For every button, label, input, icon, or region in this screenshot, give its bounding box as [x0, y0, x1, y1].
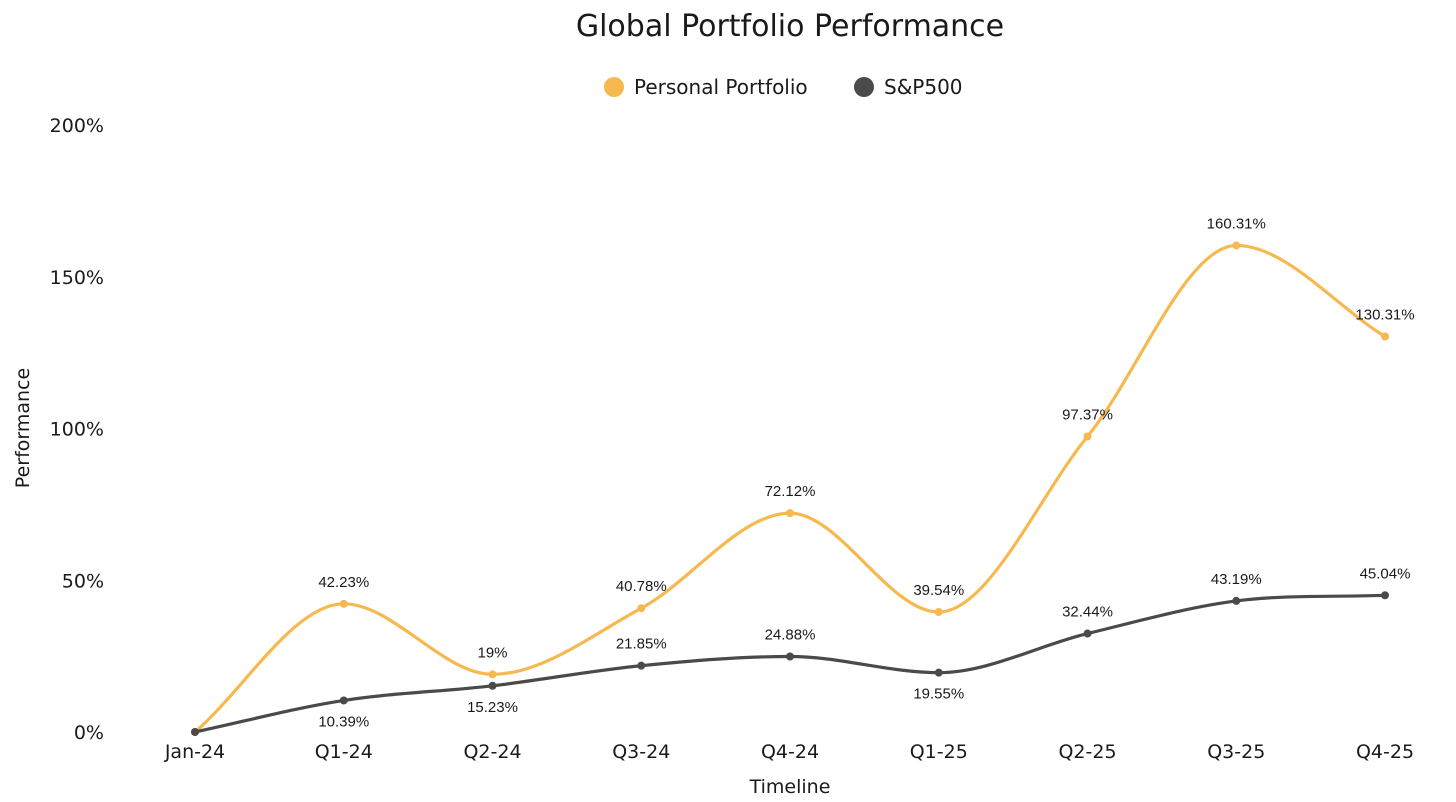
- data-point-personal-portfolio: [786, 509, 794, 518]
- data-point-s-p500: [1381, 591, 1389, 600]
- x-tick-label: Q4-25: [1356, 741, 1414, 763]
- data-label-s-p500: 43.19%: [1211, 571, 1262, 588]
- y-tick-label: 100%: [50, 419, 104, 441]
- data-point-s-p500: [786, 652, 794, 661]
- x-tick-label: Q2-24: [463, 741, 521, 763]
- data-point-s-p500: [191, 728, 199, 736]
- data-label-s-p500: 45.04%: [1360, 565, 1411, 582]
- series-layer: [191, 241, 1389, 736]
- data-label-s-p500: 19.55%: [913, 686, 964, 703]
- data-label-s-p500: 10.39%: [318, 713, 369, 730]
- data-point-personal-portfolio: [934, 607, 943, 616]
- x-tick-label: Q1-25: [910, 741, 968, 763]
- legend-marker-personal-portfolio: [604, 77, 624, 97]
- x-tick-label: Q1-24: [315, 741, 373, 763]
- data-point-personal-portfolio: [1381, 332, 1389, 341]
- legend-label-personal-portfolio: Personal Portfolio: [634, 75, 808, 99]
- data-label-s-p500: 21.85%: [616, 636, 667, 653]
- x-axis-ticks: Jan-24 Q1-24 Q2-24 Q3-24 Q4-24 Q1-25 Q2-25 Q3-2…: [164, 741, 1414, 763]
- data-label-personal-portfolio: 19%: [477, 644, 507, 661]
- data-point-personal-portfolio: [488, 670, 497, 679]
- x-tick-label: Q3-25: [1207, 741, 1265, 763]
- data-point-s-p500: [934, 668, 943, 677]
- data-label-personal-portfolio: 42.23%: [318, 574, 369, 591]
- data-label-personal-portfolio: 160.31%: [1207, 215, 1266, 232]
- data-label-s-p500: 24.88%: [765, 626, 816, 643]
- series-line-personal-portfolio: [193, 243, 1387, 734]
- x-tick-label: Q3-24: [612, 741, 670, 763]
- legend-marker-sp500: [854, 77, 874, 97]
- data-point-s-p500: [339, 696, 348, 705]
- data-point-personal-portfolio: [339, 599, 348, 608]
- y-tick-label: 50%: [62, 570, 104, 592]
- chart-title: Global Portfolio Performance: [576, 9, 1004, 44]
- y-tick-label: 0%: [74, 722, 104, 744]
- data-point-s-p500: [1232, 596, 1241, 605]
- data-label-personal-portfolio: 97.37%: [1062, 406, 1113, 423]
- data-point-personal-portfolio: [1083, 432, 1092, 441]
- data-labels: 42.23% 19% 40.78% 72.12% 39.54% 97.37% 160.31%…: [318, 215, 1414, 730]
- legend: Personal Portfolio S&P500: [604, 75, 963, 99]
- data-label-personal-portfolio: 72.12%: [765, 483, 816, 500]
- x-tick-label: Jan-24: [164, 741, 225, 763]
- data-point-s-p500: [1083, 629, 1092, 638]
- legend-label-sp500: S&P500: [884, 75, 963, 99]
- data-label-s-p500: 32.44%: [1062, 604, 1113, 621]
- y-axis-title: Performance: [12, 368, 34, 488]
- data-point-s-p500: [637, 661, 646, 670]
- data-label-s-p500: 15.23%: [467, 699, 518, 716]
- y-tick-label: 200%: [50, 115, 104, 137]
- y-tick-label: 150%: [50, 267, 104, 289]
- x-tick-label: Q4-24: [761, 741, 819, 763]
- data-point-personal-portfolio: [1232, 241, 1241, 250]
- data-point-s-p500: [488, 681, 497, 690]
- y-axis-ticks: 0% 50% 100% 150% 200%: [50, 115, 104, 744]
- x-axis-title: Timeline: [749, 776, 831, 798]
- data-point-personal-portfolio: [637, 604, 646, 613]
- data-label-personal-portfolio: 130.31%: [1355, 307, 1414, 324]
- data-label-personal-portfolio: 40.78%: [616, 578, 667, 595]
- x-tick-label: Q2-25: [1058, 741, 1116, 763]
- data-label-personal-portfolio: 39.54%: [913, 582, 964, 599]
- series-line-s-p500: [193, 593, 1387, 734]
